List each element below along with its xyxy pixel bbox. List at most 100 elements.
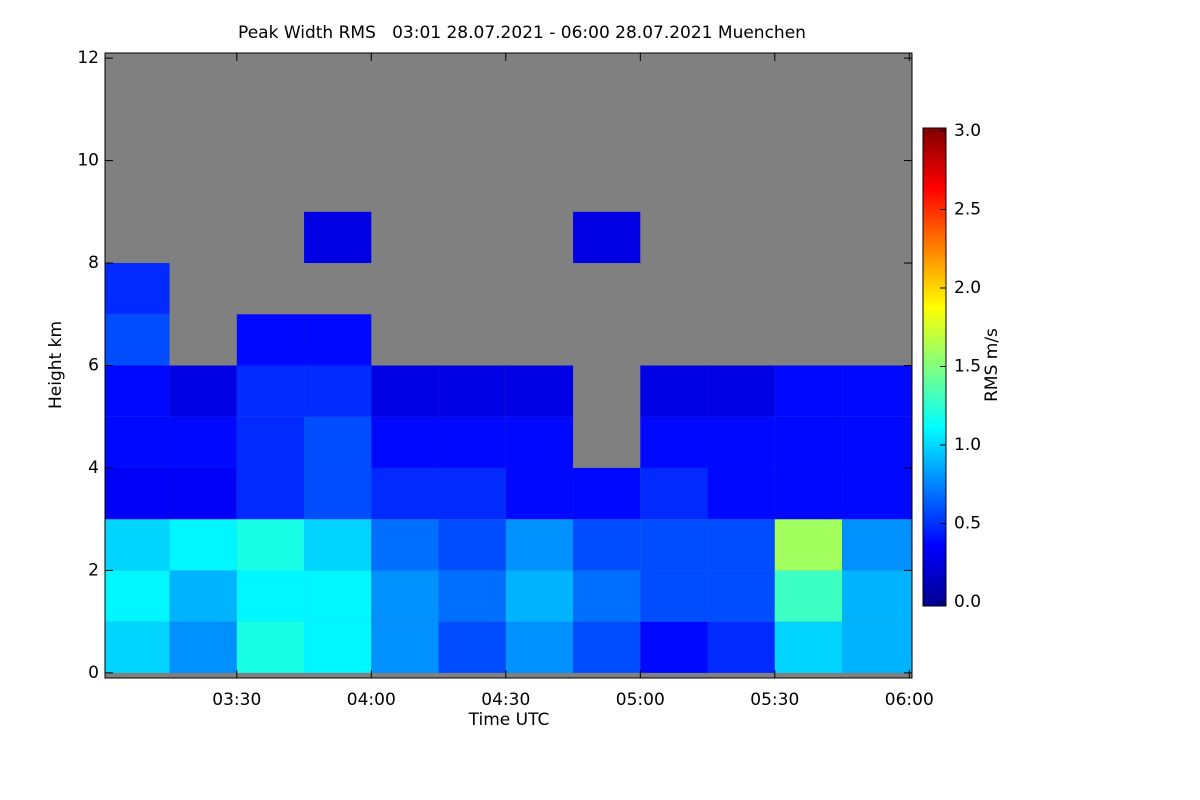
heatmap-cell (236, 467, 305, 520)
heatmap-cell (438, 467, 506, 520)
y-tick-label: 2 (88, 560, 99, 580)
heatmap-cell (774, 570, 843, 622)
heatmap-cell (105, 621, 170, 673)
heatmap-cell (573, 621, 641, 673)
heatmap-cell (438, 365, 506, 417)
heatmap-cell (304, 621, 372, 673)
heatmap-cell (505, 621, 574, 673)
heatmap-cell (505, 416, 574, 468)
heatmap-cells (105, 211, 912, 673)
heatmap-cell (573, 519, 641, 571)
heatmap-cell (304, 519, 372, 571)
colorbar-tick-label: 2.0 (954, 278, 981, 298)
x-tick-label: 04:30 (481, 690, 530, 710)
heatmap-cell (304, 416, 372, 468)
heatmap-cell (640, 570, 708, 622)
heatmap-cell (505, 365, 574, 417)
chart-title: Peak Width RMS 03:01 28.07.2021 - 06:00 … (238, 23, 806, 43)
x-tick-label: 05:30 (750, 690, 799, 710)
x-tick-label: 03:30 (212, 690, 261, 710)
x-tick-label: 06:00 (885, 690, 934, 710)
y-tick-label: 12 (77, 48, 99, 68)
heatmap-cell (371, 570, 439, 622)
y-tick-label: 0 (88, 663, 99, 683)
heatmap-cell (105, 365, 170, 417)
heatmap-cell (842, 416, 912, 468)
heatmap-cell (505, 570, 574, 622)
heatmap-cell (640, 365, 708, 417)
y-axis-label: Height km (46, 321, 66, 409)
heatmap-cell (774, 467, 843, 520)
heatmap-cell (505, 467, 574, 520)
heatmap-cell (105, 570, 170, 622)
heatmap-cell (842, 467, 912, 520)
heatmap-cell (105, 467, 170, 520)
y-tick-label: 6 (88, 356, 99, 376)
colorbar-label: RMS m/s (982, 328, 1002, 402)
heatmap-cell (236, 314, 305, 366)
heatmap-cell (573, 467, 641, 520)
y-tick-label: 8 (88, 253, 99, 273)
heatmap-cell (169, 570, 237, 622)
heatmap-cell (774, 365, 843, 417)
colorbar-tick-label: 3.0 (954, 121, 981, 141)
heatmap-cell (707, 416, 775, 468)
heatmap-cell (371, 467, 439, 520)
heatmap-cell (169, 519, 237, 571)
heatmap-cell (707, 519, 775, 571)
heatmap-cell (105, 314, 170, 366)
heatmap-cell (640, 621, 708, 673)
heatmap-cell (505, 519, 574, 571)
heatmap-cell (236, 570, 305, 622)
heatmap-cell (640, 416, 708, 468)
heatmap-cell (236, 519, 305, 571)
colorbar-tick-label: 1.5 (954, 357, 981, 377)
heatmap-cell (438, 570, 506, 622)
heatmap-cell (105, 263, 170, 315)
heatmap-cell (105, 416, 170, 468)
x-tick-label: 04:00 (347, 690, 396, 710)
x-tick-label: 05:00 (616, 690, 665, 710)
heatmap-cell (371, 365, 439, 417)
heatmap-cell (371, 519, 439, 571)
y-tick-label: 4 (88, 458, 99, 478)
heatmap-cell (707, 467, 775, 520)
heatmap-cell (842, 621, 912, 673)
x-axis-label: Time UTC (468, 710, 550, 730)
heatmap-cell (304, 365, 372, 417)
heatmap-cell (169, 365, 237, 417)
heatmap-cell (707, 365, 775, 417)
heatmap-cell (236, 621, 305, 673)
heatmap-cell (304, 570, 372, 622)
heatmap-cell (707, 621, 775, 673)
heatmap-cell (304, 467, 372, 520)
colorbar-tick-label: 1.0 (954, 435, 981, 455)
heatmap-cell (169, 621, 237, 673)
heatmap-cell (304, 211, 372, 264)
heatmap-cell (842, 570, 912, 622)
colorbar-tick-label: 0.0 (954, 592, 981, 612)
heatmap-cell (573, 211, 641, 264)
colorbar-tick-label: 2.5 (954, 200, 981, 220)
heatmap-cell (842, 365, 912, 417)
heatmap-cell (304, 314, 372, 366)
heatmap-cell (438, 621, 506, 673)
heatmap-cell (105, 519, 170, 571)
heatmap-cell (438, 416, 506, 468)
heatmap-cell (774, 621, 843, 673)
heatmap-cell (774, 416, 843, 468)
heatmap-cell (169, 416, 237, 468)
heatmap-cell (640, 467, 708, 520)
heatmap-cell (236, 416, 305, 468)
heatmap-cell (236, 365, 305, 417)
heatmap-cell (774, 519, 843, 571)
heatmap-cell (371, 621, 439, 673)
heatmap-cell (707, 570, 775, 622)
y-tick-label: 10 (77, 151, 99, 171)
heatmap-cell (371, 416, 439, 468)
colorbar-tick-label: 0.5 (954, 514, 981, 534)
heatmap-cell (842, 519, 912, 571)
heatmap-cell (640, 519, 708, 571)
heatmap-cell (573, 570, 641, 622)
